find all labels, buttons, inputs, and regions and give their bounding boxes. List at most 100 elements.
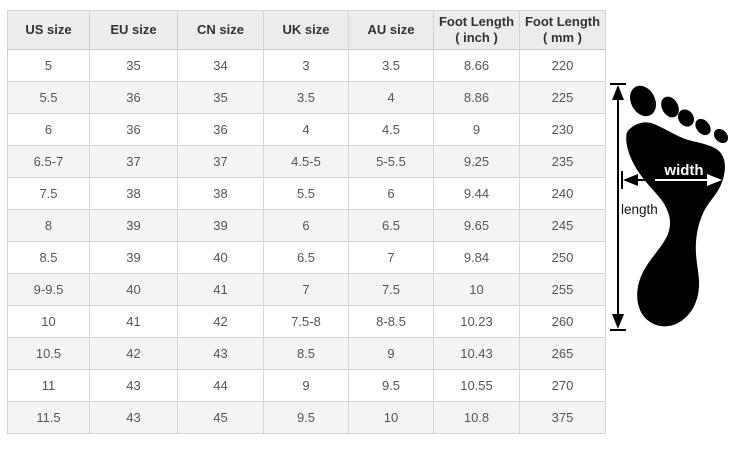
table-cell: 7.5 [348,273,434,306]
size-conversion-table: US size EU size CN size UK size AU size … [7,10,606,434]
column-header-eu-size: EU size [89,10,178,50]
table-cell: 225 [519,81,606,114]
table-cell: 7 [263,273,349,306]
table-cell: 39 [89,209,178,242]
table-cell: 5.5 [7,81,90,114]
table-cell: 7 [348,241,434,274]
table-cell: 34 [177,49,264,82]
table-cell: 11 [7,369,90,402]
column-header-cn-size: CN size [177,10,264,50]
table-row: 8 39 39 6 6.5 9.65 245 [7,209,606,242]
table-cell: 35 [89,49,178,82]
column-header-foot-length-inch: Foot Length ( inch ) [433,10,520,50]
table-cell: 5.5 [263,177,349,210]
table-row: 10.5 42 43 8.5 9 10.43 265 [7,337,606,370]
table-cell: 6 [263,209,349,242]
column-header-au-size: AU size [348,10,434,50]
table-row: 6 36 36 4 4.5 9 230 [7,113,606,146]
table-cell: 10.43 [433,337,520,370]
table-cell: 10.23 [433,305,520,338]
table-cell: 43 [89,369,178,402]
table-cell: 41 [89,305,178,338]
table-row: 5 35 34 3 3.5 8.66 220 [7,49,606,82]
table-cell: 9 [348,337,434,370]
table-cell: 41 [177,273,264,306]
table-cell: 4 [348,81,434,114]
table-cell: 270 [519,369,606,402]
table-cell: 8.5 [263,337,349,370]
table-cell: 265 [519,337,606,370]
table-cell: 39 [89,241,178,274]
width-label: width [663,162,703,179]
table-cell: 11.5 [7,401,90,434]
table-cell: 3.5 [348,49,434,82]
table-row: 10 41 42 7.5-8 8-8.5 10.23 260 [7,305,606,338]
table-cell: 43 [89,401,178,434]
table-cell: 3.5 [263,81,349,114]
table-cell: 255 [519,273,606,306]
table-cell: 36 [177,113,264,146]
table-cell: 36 [89,81,178,114]
table-cell: 40 [89,273,178,306]
column-header-foot-length-mm: Foot Length ( mm ) [519,10,606,50]
table-row: 7.5 38 38 5.5 6 9.44 240 [7,177,606,210]
foot-measurement-diagram: width length [600,45,734,410]
table-cell: 8.86 [433,81,520,114]
table-cell: 250 [519,241,606,274]
table-cell: 245 [519,209,606,242]
table-cell: 3 [263,49,349,82]
table-row: 5.5 36 35 3.5 4 8.86 225 [7,81,606,114]
table-cell: 235 [519,145,606,178]
table-cell: 220 [519,49,606,82]
table-cell: 8.5 [7,241,90,274]
table-cell: 10 [433,273,520,306]
table-cell: 6 [348,177,434,210]
table-cell: 4.5 [348,113,434,146]
table-cell: 9.44 [433,177,520,210]
table-cell: 10 [348,401,434,434]
table-cell: 10.5 [7,337,90,370]
table-cell: 44 [177,369,264,402]
table-cell: 36 [89,113,178,146]
table-cell: 9.5 [263,401,349,434]
table-cell: 8.66 [433,49,520,82]
table-cell: 42 [89,337,178,370]
table-cell: 9 [433,113,520,146]
table-row: 6.5-7 37 37 4.5-5 5-5.5 9.25 235 [7,145,606,178]
table-cell: 9.84 [433,241,520,274]
table-cell: 40 [177,241,264,274]
table-cell: 6 [7,113,90,146]
foot-silhouette [626,85,729,327]
table-cell: 37 [89,145,178,178]
table-cell: 9.5 [348,369,434,402]
table-cell: 9-9.5 [7,273,90,306]
table-cell: 9 [263,369,349,402]
length-label: length [621,202,658,217]
table-cell: 9.65 [433,209,520,242]
column-header-us-size: US size [7,10,90,50]
table-cell: 230 [519,113,606,146]
table-cell: 7.5-8 [263,305,349,338]
table-header-row: US size EU size CN size UK size AU size … [7,10,606,50]
width-arrow-icon [621,171,722,189]
table-cell: 37 [177,145,264,178]
table-cell: 8-8.5 [348,305,434,338]
table-cell: 10.8 [433,401,520,434]
table-row: 11 43 44 9 9.5 10.55 270 [7,369,606,402]
table-cell: 38 [177,177,264,210]
table-cell: 4.5-5 [263,145,349,178]
table-cell: 43 [177,337,264,370]
table-cell: 10.55 [433,369,520,402]
table-cell: 240 [519,177,606,210]
column-header-uk-size: UK size [263,10,349,50]
table-cell: 6.5 [263,241,349,274]
table-cell: 9.25 [433,145,520,178]
table-cell: 39 [177,209,264,242]
table-cell: 375 [519,401,606,434]
table-cell: 5-5.5 [348,145,434,178]
table-cell: 4 [263,113,349,146]
table-row: 11.5 43 45 9.5 10 10.8 375 [7,401,606,434]
table-cell: 45 [177,401,264,434]
table-row: 8.5 39 40 6.5 7 9.84 250 [7,241,606,274]
